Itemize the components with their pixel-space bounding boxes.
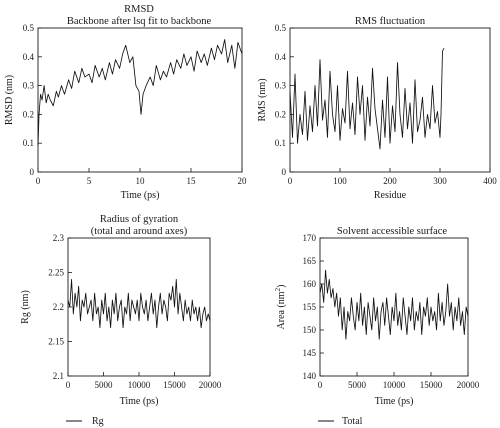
rg-y-tick-label: 2.25 [48, 268, 64, 278]
rmsf-x-tick-label: 300 [433, 176, 447, 186]
rmsd-subtitle: Backbone after lsq fit to backbone [67, 16, 212, 27]
sas-x-tick-label: 5000 [348, 380, 367, 390]
rmsd-x-tick-label: 0 [36, 176, 41, 186]
sas-series-line [319, 269, 469, 340]
rmsd-x-tick-label: 5 [87, 176, 92, 186]
sas-title: Solvent accessible surface [337, 226, 448, 237]
rg-subtitle: (total and around axes) [91, 226, 188, 237]
rg-x-tick-label: 15000 [163, 380, 186, 390]
panel-rmsd: RMSD Backbone after lsq fit to backbone … [4, 4, 247, 201]
rmsd-y-label: RMSD (nm) [4, 75, 15, 125]
rg-ticks: 0 5000 10000 15000 20000 2.1 2.15 2.2 2.25 2.3 [48, 233, 222, 390]
rg-y-tick-label: 2.15 [48, 337, 64, 347]
rmsf-y-tick-label: 0.4 [275, 52, 287, 62]
rmsd-x-tick-label: 10 [136, 176, 146, 186]
rmsf-y-tick-label: 0.3 [275, 81, 287, 91]
rmsd-x-tick-label: 20 [238, 176, 248, 186]
sas-x-tick-label: 15000 [420, 380, 443, 390]
rmsf-series-line [289, 47, 445, 150]
rg-legend-label: Rg [92, 416, 104, 427]
sas-y-label: Area (nm2) [274, 285, 287, 330]
sas-legend-label: Total [342, 416, 363, 427]
rg-y-tick-label: 2.3 [53, 233, 65, 243]
rmsd-y-tick-label: 0.4 [23, 52, 35, 62]
rg-x-label: Time (ps) [120, 396, 159, 407]
sas-y-tick-label: 155 [303, 302, 317, 312]
sas-y-tick-label: 160 [303, 279, 317, 289]
rmsf-y-tick-label: 0.1 [275, 138, 286, 148]
rmsd-y-tick-label: 0.2 [23, 109, 34, 119]
rmsf-x-tick-label: 400 [483, 176, 497, 186]
rg-title: Radius of gyration [100, 214, 179, 225]
rmsd-y-tick-label: 0.3 [23, 81, 35, 91]
rmsf-y-tick-label: 0.2 [275, 109, 286, 119]
rmsf-ticks: 0 100 200 300 400 0 0.1 0.2 0.3 0.4 0.5 [275, 23, 498, 186]
rmsd-y-tick-label: 0.1 [23, 138, 34, 148]
panel-sas: Solvent accessible surface 0 5000 10000 150… [274, 226, 480, 427]
sas-x-label: Time (ps) [375, 396, 414, 407]
sas-y-tick-label: 145 [303, 348, 317, 358]
sas-x-tick-label: 20000 [457, 380, 480, 390]
rg-x-tick-label: 20000 [199, 380, 222, 390]
rmsd-ticks: 0 5 10 15 20 0 0.1 0.2 0.3 0.4 0.5 [23, 23, 247, 186]
sas-y-tick-label: 170 [303, 233, 317, 243]
sas-y-tick-label: 165 [303, 256, 317, 266]
rmsd-x-label: Time (ps) [121, 190, 160, 201]
rg-series-line [67, 278, 211, 329]
rmsf-x-label: Residue [374, 190, 407, 201]
rmsf-y-tick-label: 0 [282, 167, 287, 177]
rmsd-x-tick-label: 15 [187, 176, 197, 186]
rmsd-y-tick-label: 0 [30, 167, 35, 177]
rmsf-y-label: RMS (nm) [257, 78, 268, 121]
panel-rmsf: RMS fluctuation 0 100 200 300 40000.10.20.30… [257, 16, 497, 201]
sas-y-tick-label: 140 [303, 371, 317, 381]
rg-y-label: Rg (nm) [20, 290, 31, 324]
rg-y-tick-label: 2.2 [53, 302, 64, 312]
rg-x-tick-label: 5000 [95, 380, 114, 390]
panel-rg: Radius of gyration (total and around axe… [20, 214, 222, 427]
rmsf-x-tick-label: 100 [333, 176, 347, 186]
rmsd-title: RMSD [124, 4, 154, 15]
rg-legend: Rg [66, 416, 104, 427]
sas-x-tick-label: 10000 [383, 380, 406, 390]
rmsf-plot-frame [289, 27, 491, 173]
rmsf-title: RMS fluctuation [355, 16, 426, 27]
rg-x-tick-label: 10000 [128, 380, 151, 390]
rmsf-x-tick-label: 0 [288, 176, 293, 186]
sas-x-tick-label: 0 [318, 380, 323, 390]
sas-legend: Total [318, 416, 363, 427]
rg-y-tick-label: 2.1 [53, 371, 64, 381]
rmsf-x-tick-label: 200 [383, 176, 397, 186]
sas-y-tick-label: 150 [303, 325, 317, 335]
rg-x-tick-label: 0 [66, 380, 71, 390]
rmsd-series-line [37, 39, 243, 147]
rmsd-y-tick-label: 0.5 [23, 23, 35, 33]
sas-ticks: 0 5000 10000 15000 20000 140 145 150 155 160 165 17… [303, 233, 480, 390]
rmsf-y-tick-label: 0.5 [275, 23, 287, 33]
